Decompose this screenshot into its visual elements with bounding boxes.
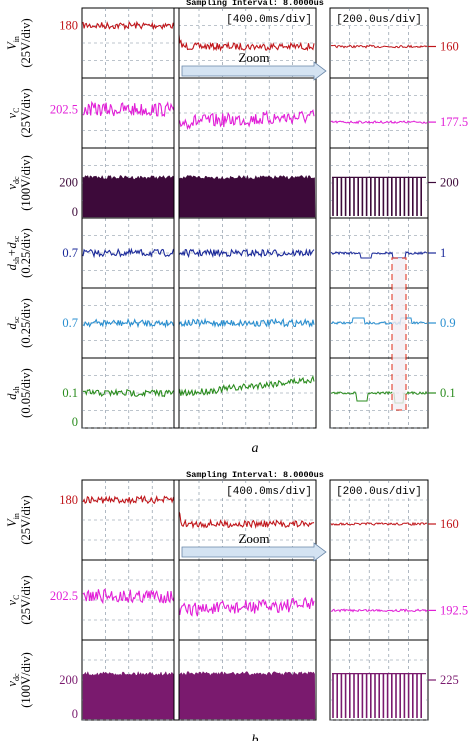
trace-right (330, 44, 428, 49)
trace-right (330, 120, 428, 125)
row-scale-label: (0.05/div) (19, 368, 33, 418)
trace-left (82, 494, 315, 530)
row-name-label: dsc (5, 316, 21, 329)
row-scale-label: (100V/div) (19, 155, 33, 211)
sampling-interval-text: Sampling Interval: 8.0000us (186, 0, 324, 8)
trace-right (330, 390, 428, 404)
panel-caption: b (252, 733, 259, 741)
row-name-label: vdc (5, 176, 21, 190)
right-value-label: 200 (440, 176, 459, 190)
row-scale-label: (0.25/div) (19, 298, 33, 348)
panel-a: Sampling Interval: 8.0000us [400.0ms/div]… (5, 0, 468, 456)
trace-left (82, 247, 315, 259)
tick-label: 0.7 (62, 316, 78, 330)
zoom-label: Zoom (238, 531, 269, 546)
trace-right (330, 317, 428, 326)
tick-label: 0.7 (62, 246, 78, 260)
label-bg (222, 483, 312, 497)
right-time-scale-label: [200.0us/div] (336, 14, 422, 26)
row-name-label: dsh (5, 386, 21, 399)
right-value-label: 160 (440, 517, 459, 531)
trace-left (82, 588, 315, 617)
right-value-label: 225 (440, 673, 459, 687)
trace-left (82, 100, 315, 131)
right-value-label: 0.9 (440, 316, 456, 330)
row-scale-label: (0.25/div) (19, 228, 33, 278)
row-scale-label: (25V/div) (19, 88, 33, 137)
label-bg (334, 483, 424, 497)
trace-left (82, 374, 315, 398)
trace-right (330, 250, 428, 259)
sampling-interval-text: Sampling Interval: 8.0000us (186, 470, 324, 480)
tick-label: 0 (72, 707, 78, 721)
row-scale-label: (100V/div) (19, 652, 33, 708)
trace-left (82, 670, 316, 720)
tick-label: 180 (59, 493, 78, 507)
row-name-label: vC (5, 595, 21, 606)
right-value-label: 192.5 (440, 603, 468, 617)
right-value-label: 0.1 (440, 386, 456, 400)
zoom-arrow (181, 542, 327, 562)
zoom-cut-marker (173, 7, 180, 429)
trace-left (82, 174, 316, 218)
trace-left (82, 20, 315, 52)
left-time-scale-label: [400.0ms/div] (226, 486, 312, 498)
row-name-label: vdc (5, 673, 21, 687)
highlight-box (391, 257, 407, 411)
row-name-label: Vin (5, 513, 21, 527)
tick-label: 0 (72, 205, 78, 219)
tick-label: 200 (59, 673, 78, 687)
tick-label: 202.5 (50, 103, 78, 117)
left-time-scale-label: [400.0ms/div] (226, 14, 312, 26)
label-bg (334, 11, 424, 25)
row-name-label: dsh+dsc (5, 235, 21, 270)
right-value-label: 160 (440, 40, 459, 54)
row-scale-label: (25V/div) (19, 18, 33, 67)
label-bg (222, 11, 312, 25)
trace-left (82, 317, 315, 329)
tick-label: 202.5 (50, 589, 78, 603)
panel-caption: a (252, 441, 259, 456)
zoom-label: Zoom (238, 50, 269, 65)
row-name-label: Vin (5, 36, 21, 50)
right-value-label: 177.5 (440, 115, 468, 129)
zoom-arrow (181, 61, 327, 81)
tick-label: 200 (59, 176, 78, 190)
tick-label: 180 (59, 19, 78, 33)
right-value-label: 1 (440, 246, 446, 260)
trace-right (330, 608, 428, 613)
zoom-cut-marker (173, 479, 180, 721)
panel-b: Sampling Interval: 8.0000us [400.0ms/div]… (5, 470, 468, 741)
trace-right (330, 521, 428, 527)
right-time-scale-label: [200.0us/div] (336, 486, 422, 498)
tick-label: 0.1 (62, 386, 78, 400)
row-name-label: vC (5, 108, 21, 119)
tick-label: 0 (72, 415, 78, 429)
row-scale-label: (25V/div) (19, 575, 33, 624)
row-scale-label: (25V/div) (19, 495, 33, 544)
